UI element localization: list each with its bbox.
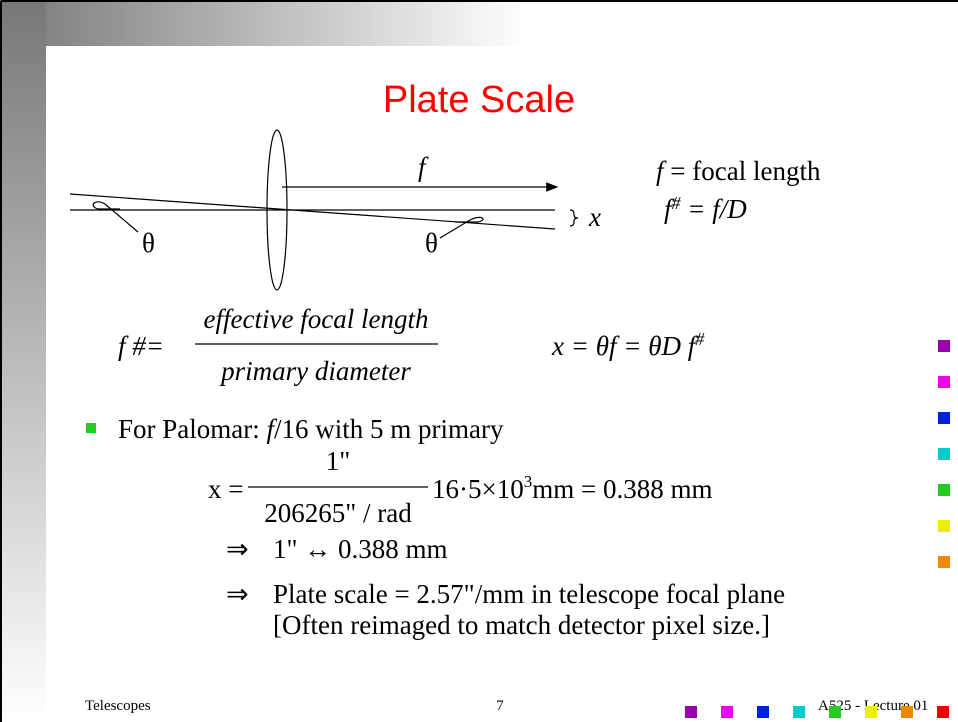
- equation: x = θf = θD f#: [551, 329, 705, 361]
- top-band: [0, 0, 958, 46]
- sub-line: 1" ↔ 0.388 mm: [273, 534, 448, 564]
- theta: θ: [425, 228, 438, 258]
- decor-square: [721, 706, 733, 718]
- decor-squares: [685, 340, 950, 718]
- diagram: [69, 129, 579, 291]
- decor-square: [938, 520, 950, 532]
- decor-square: [938, 556, 950, 568]
- decor-square: [938, 340, 950, 352]
- footer-center: 7: [496, 698, 504, 714]
- decor-square: [938, 376, 950, 388]
- footer-left: Telescopes: [85, 698, 151, 714]
- decor-square: [865, 706, 877, 718]
- decor-square: [685, 706, 697, 718]
- decor-square: [937, 706, 949, 718]
- eq-denominator: primary diameter: [219, 356, 411, 386]
- bullet-marker: [86, 423, 96, 433]
- angle-mark: [439, 216, 484, 239]
- decor-square: [938, 484, 950, 496]
- decor-square: [757, 706, 769, 718]
- arrow: ⇒: [226, 534, 249, 564]
- x-label: x: [588, 202, 601, 232]
- arrow: ⇒: [226, 579, 249, 609]
- decor-square: [901, 706, 913, 718]
- sub-line: [Often reimaged to match detector pixel …: [273, 610, 770, 640]
- theta: θ: [142, 228, 155, 258]
- title: Plate Scale: [383, 79, 575, 121]
- brace: [569, 209, 579, 227]
- eq-numerator: effective focal length: [204, 304, 429, 334]
- equation: 16·5×103mm = 0.388 mm: [432, 472, 712, 504]
- sub-line: Plate scale = 2.57"/mm in telescope foca…: [273, 579, 785, 609]
- eq-numerator: 1": [326, 446, 351, 476]
- definition: f = focal length: [656, 156, 821, 186]
- angle-mark: [92, 201, 139, 233]
- bullet-text: For Palomar: f/16 with 5 m primary: [118, 414, 504, 444]
- decor-square: [829, 706, 841, 718]
- eq-lhs: x =: [208, 474, 243, 504]
- decor-square: [793, 706, 805, 718]
- decor-square: [938, 412, 950, 424]
- decor-square: [938, 448, 950, 460]
- eq-lhs: f #=: [118, 331, 164, 361]
- ray: [69, 193, 556, 230]
- eq-denominator: 206265" / rad: [264, 498, 412, 528]
- definition: f# = f/D: [664, 193, 747, 224]
- focal-label: f: [418, 152, 429, 182]
- left-band: [0, 0, 46, 722]
- content-bg: [46, 46, 958, 722]
